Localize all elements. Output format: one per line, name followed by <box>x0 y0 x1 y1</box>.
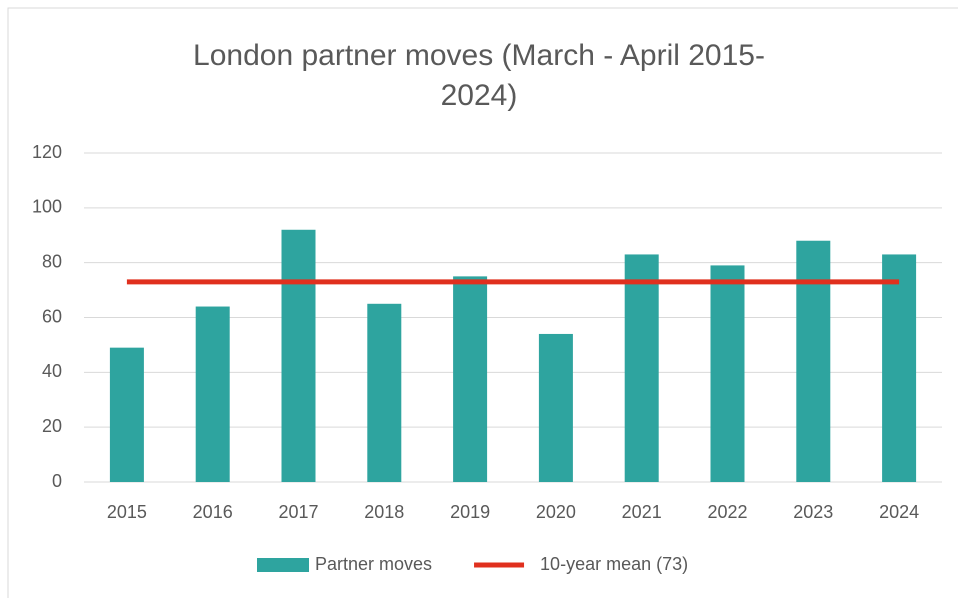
bar <box>109 347 144 482</box>
x-tick-label: 2021 <box>622 502 662 522</box>
x-tick-label: 2020 <box>536 502 576 522</box>
x-tick-label: 2016 <box>193 502 233 522</box>
y-tick-label: 60 <box>42 306 62 326</box>
y-tick-label: 80 <box>42 251 62 271</box>
legend-label: Partner moves <box>315 554 432 574</box>
x-tick-label: 2023 <box>793 502 833 522</box>
bar <box>624 254 659 482</box>
bar <box>367 303 402 482</box>
legend-label: 10-year mean (73) <box>540 554 688 574</box>
bar <box>453 276 488 482</box>
chart-border <box>7 7 958 598</box>
y-tick-label: 0 <box>52 471 62 491</box>
bar <box>882 254 917 482</box>
x-tick-label: 2015 <box>107 502 147 522</box>
bar <box>195 306 230 482</box>
x-tick-label: 2017 <box>278 502 318 522</box>
x-tick-label: 2024 <box>879 502 919 522</box>
x-tick-label: 2019 <box>450 502 490 522</box>
y-tick-label: 40 <box>42 361 62 381</box>
bar <box>281 229 316 482</box>
chart-title: London partner moves (March - April 2015… <box>193 39 765 112</box>
bar <box>796 240 831 482</box>
bar <box>538 333 573 482</box>
bar <box>710 265 745 482</box>
y-tick-label: 20 <box>42 416 62 436</box>
y-tick-label: 120 <box>32 142 62 162</box>
y-tick-label: 100 <box>32 197 62 217</box>
legend-swatch <box>257 558 309 572</box>
x-tick-label: 2022 <box>707 502 747 522</box>
x-tick-label: 2018 <box>364 502 404 522</box>
